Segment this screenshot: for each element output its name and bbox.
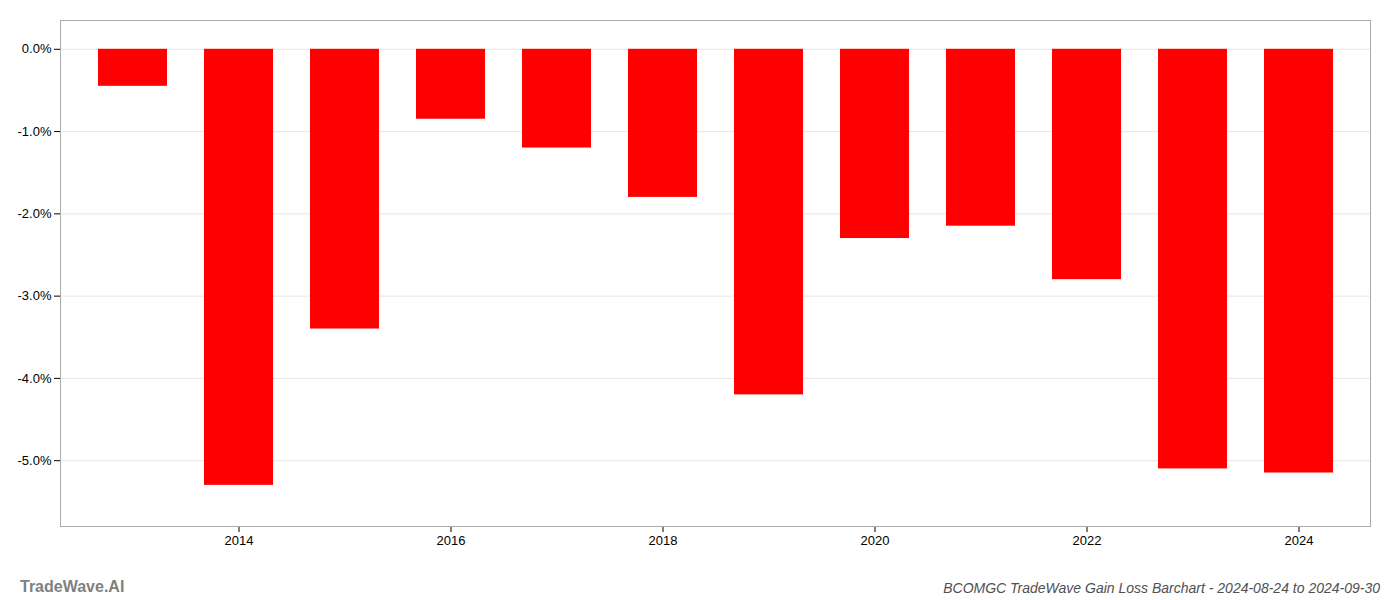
svg-text:-1.0%: -1.0% (18, 124, 52, 139)
svg-text:-2.0%: -2.0% (18, 206, 52, 221)
html-text:TradeWave.AI: TradeWave.AI (20, 578, 125, 595)
svg-text:2014: 2014 (225, 533, 254, 548)
svg-text:-3.0%: -3.0% (18, 288, 52, 303)
svg-text:2018: 2018 (649, 533, 678, 548)
svg-text:0.0%: 0.0% (22, 41, 52, 56)
svg-text:2024: 2024 (1285, 533, 1314, 548)
svg-text:2022: 2022 (1073, 533, 1102, 548)
svg-text:2020: 2020 (861, 533, 890, 548)
svg-text:2016: 2016 (437, 533, 466, 548)
svg-text:-4.0%: -4.0% (18, 371, 52, 386)
svg-text:-5.0%: -5.0% (18, 453, 52, 468)
html-text:BCOMGC TradeWave Gain Loss Bar: BCOMGC TradeWave Gain Loss Barchart - 20… (943, 580, 1380, 596)
